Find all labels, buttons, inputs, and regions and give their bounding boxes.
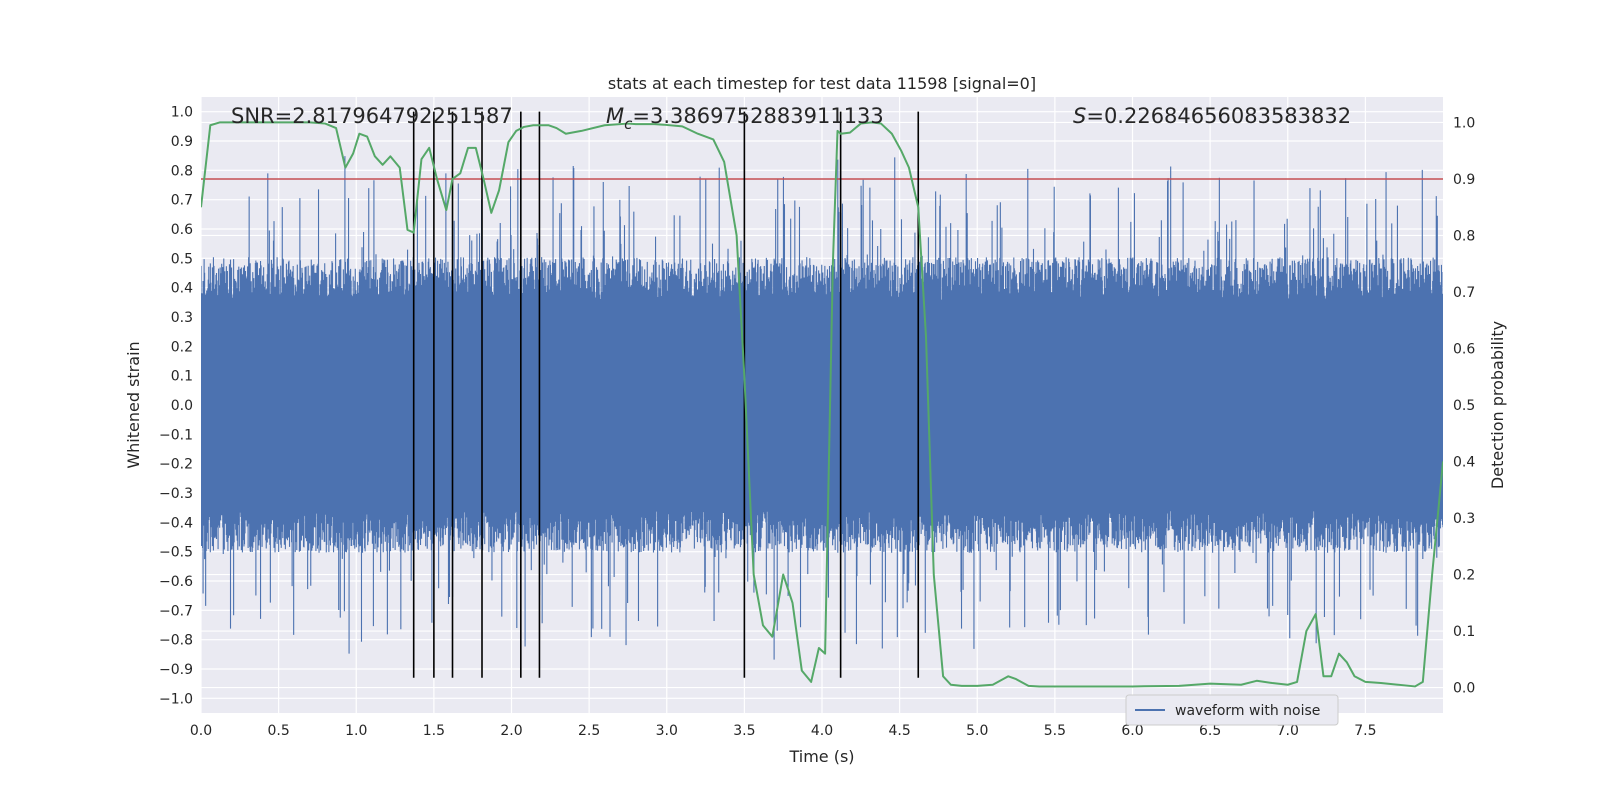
y-left-tick-label: −0.4 [159,515,193,531]
y-right-tick-label: 0.6 [1453,341,1475,357]
y-left-tick-label: −1.0 [159,691,193,707]
y-left-tick-label: −0.2 [159,457,193,473]
x-tick-label: 6.0 [1121,723,1143,739]
y-right-tick-label: 0.1 [1453,624,1475,640]
chirp-mass-value: =3.3869752883911133 [632,104,883,128]
x-tick-label: 5.0 [966,723,988,739]
waveform-trace [201,156,1443,660]
y-left-tick-label: −0.9 [159,662,193,678]
x-tick-label: 2.5 [578,723,600,739]
x-axis-ticks: 0.0 0.5 1.0 1.5 2.0 2.5 3.0 3.5 4.0 4.5 5.0 5.5 6.0 6… [190,723,1377,739]
x-tick-label: 0.5 [267,723,289,739]
y-left-tick-label: −0.3 [159,486,193,502]
x-tick-label: 3.5 [733,723,755,739]
s-value: =0.22684656083583832 [1086,104,1351,128]
y-left-tick-label: 0.9 [171,134,193,150]
y-right-tick-label: 0.0 [1453,681,1475,697]
y-left-tick-label: 1.0 [171,105,193,121]
y-left-tick-label: −0.5 [159,545,193,561]
x-axis-label: Time (s) [788,747,854,766]
y-axis-left-ticks: 1.0 0.9 0.8 0.7 0.6 0.5 0.4 0.3 0.2 0.1 0.0 −0.1 −0.… [159,105,193,708]
chirp-mass-symbol: M [606,104,624,128]
x-tick-label: 1.0 [345,723,367,739]
y-left-tick-label: 0.5 [171,251,193,267]
y-left-tick-label: 0.2 [171,339,193,355]
x-tick-label: 6.5 [1199,723,1221,739]
y-right-tick-label: 0.3 [1453,511,1475,527]
y-left-tick-label: 0.6 [171,222,193,238]
y-right-tick-label: 0.7 [1453,285,1475,301]
x-tick-label: 0.0 [190,723,212,739]
legend: waveform with noise [1125,694,1339,726]
y-left-tick-label: −0.6 [159,574,193,590]
snr-annotation: SNR=2.817964792251587 [231,104,513,128]
y-right-tick-label: 0.5 [1453,398,1475,414]
x-tick-label: 3.0 [656,723,678,739]
probability-line [201,121,1443,688]
chirp-mass-annotation: Mc=3.3869752883911133 [606,104,884,133]
y-left-tick-label: −0.8 [159,633,193,649]
detection-probability-series [201,121,1443,688]
y-axis-right-label: Detection probability [1488,321,1507,489]
y-left-tick-label: 0.0 [171,398,193,414]
x-tick-label: 7.5 [1354,723,1376,739]
x-tick-label: 7.0 [1277,723,1299,739]
legend-box [1125,694,1339,726]
y-right-tick-label: 0.4 [1453,455,1475,471]
chart-title: stats at each timestep for test data 115… [608,74,1036,93]
y-right-tick-label: 0.8 [1453,228,1475,244]
y-left-tick-label: −0.1 [159,427,193,443]
y-left-tick-label: 0.7 [171,193,193,209]
x-tick-label: 1.5 [423,723,445,739]
s-symbol: S [1073,104,1086,128]
y-right-tick-label: 0.2 [1453,568,1475,584]
waveform-with-noise-series [201,156,1443,660]
x-tick-label: 4.5 [888,723,910,739]
y-axis-right-ticks: 1.0 0.9 0.8 0.7 0.6 0.5 0.4 0.3 0.2 0.1 0.0 [1453,115,1475,696]
y-right-tick-label: 0.9 [1453,172,1475,188]
legend-label: waveform with noise [1175,703,1320,719]
s-annotation: S=0.22684656083583832 [1073,104,1351,128]
x-tick-label: 5.5 [1044,723,1066,739]
y-left-tick-label: 0.4 [171,281,193,297]
y-left-tick-label: −0.7 [159,603,193,619]
y-right-tick-label: 1.0 [1453,115,1475,131]
y-left-tick-label: 0.3 [171,310,193,326]
chirp-mass-subscript: c [624,115,633,133]
y-axis-left-label: Whitened strain [124,341,143,468]
x-tick-label: 2.0 [500,723,522,739]
x-tick-label: 4.0 [811,723,833,739]
y-left-tick-label: 0.8 [171,163,193,179]
y-left-tick-label: 0.1 [171,369,193,385]
